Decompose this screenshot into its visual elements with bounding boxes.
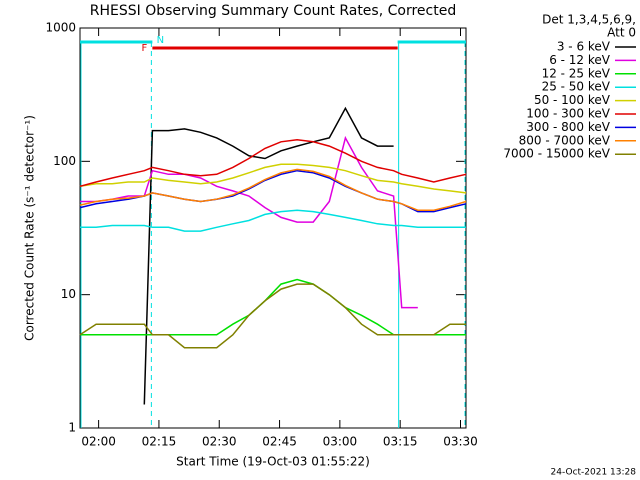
legend-label: 12 - 25 keV (542, 66, 611, 80)
series-line (79, 163, 467, 194)
y-tick-label: 100 (53, 154, 76, 168)
x-tick-label: 02:00 (81, 435, 116, 449)
y-tick-label: 1 (68, 421, 76, 435)
series-line (143, 106, 394, 405)
series-line (79, 139, 467, 188)
x-tick-label: 02:30 (202, 435, 237, 449)
plot-frame (79, 27, 467, 429)
flag-label: F (141, 43, 147, 54)
x-tick-label: 03:30 (443, 435, 478, 449)
legend-label: 50 - 100 keV (534, 93, 611, 107)
legend-header: Att 0 (607, 26, 636, 40)
timestamp: 24-Oct-2021 13:28 (551, 468, 637, 478)
legend-label: 25 - 50 keV (542, 80, 611, 94)
y-axis-label: Corrected Count Rate (s⁻¹ detector⁻¹) (23, 115, 37, 341)
x-tick-label: 03:15 (383, 435, 418, 449)
legend-label: 7000 - 15000 keV (503, 147, 610, 161)
legend-header: Det 1,3,4,5,6,9, (542, 13, 636, 27)
legend-label: 800 - 7000 keV (519, 133, 611, 147)
x-tick-label: 03:00 (323, 435, 358, 449)
legend-label: 3 - 6 keV (557, 40, 611, 54)
flag-label: N (157, 35, 164, 46)
series-line (80, 209, 466, 232)
x-axis-label: Start Time (19-Oct-03 01:55:22) (176, 455, 370, 469)
legend-label: 300 - 800 keV (526, 120, 610, 134)
chart-title: RHESSI Observing Summary Count Rates, Co… (90, 3, 456, 19)
legend-label: 6 - 12 keV (549, 53, 611, 67)
x-tick-label: 02:15 (142, 435, 177, 449)
x-tick-label: 02:45 (262, 435, 297, 449)
y-tick-label: 1000 (45, 21, 76, 35)
legend-label: 100 - 300 keV (526, 107, 610, 121)
series-line (79, 168, 467, 211)
y-tick-label: 10 (61, 287, 76, 301)
series-line (79, 283, 466, 349)
